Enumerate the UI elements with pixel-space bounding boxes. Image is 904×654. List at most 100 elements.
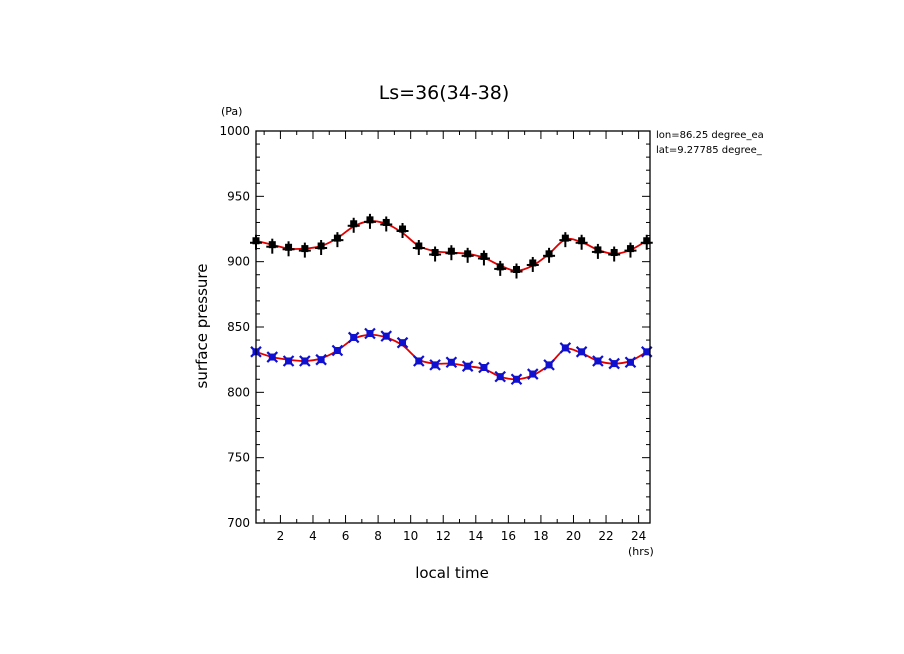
data-point-lower bbox=[429, 359, 441, 371]
data-point-lower bbox=[608, 357, 620, 370]
x-tick-label: 14 bbox=[468, 529, 483, 543]
fit-line-lower bbox=[255, 333, 648, 381]
data-point-cross-b bbox=[331, 344, 344, 357]
x-tick-label: 4 bbox=[309, 529, 317, 543]
data-point-upper bbox=[347, 217, 360, 233]
data-point-upper bbox=[363, 213, 376, 229]
data-point-lower bbox=[510, 373, 523, 386]
x-tick-label: 24 bbox=[631, 529, 646, 543]
data-point-upper bbox=[510, 263, 523, 279]
data-point-cross-b bbox=[608, 357, 620, 370]
data-point-upper bbox=[624, 242, 637, 258]
data-point-cross-b bbox=[396, 336, 409, 349]
data-point-lower bbox=[396, 336, 409, 349]
y-tick-label: 700 bbox=[227, 516, 250, 530]
x-tick-label: 2 bbox=[277, 529, 285, 543]
data-point-lower bbox=[347, 331, 360, 344]
data-point-cross-b bbox=[282, 355, 295, 367]
y-tick-label: 900 bbox=[227, 255, 250, 269]
data-point-upper bbox=[412, 239, 425, 255]
data-point-lower bbox=[299, 355, 311, 367]
data-point-lower bbox=[315, 353, 327, 366]
x-tick-label: 20 bbox=[566, 529, 581, 543]
data-point-lower bbox=[624, 356, 637, 369]
data-point-upper bbox=[282, 241, 295, 257]
data-point-upper bbox=[575, 234, 588, 250]
axis-ticks: 2 4 6 8 10 12 14 16 18 20 22 2470075080085090095010… bbox=[219, 124, 650, 543]
data-point-cross-b bbox=[380, 330, 393, 342]
x-tick-label: 16 bbox=[501, 529, 516, 543]
data-point-lower bbox=[478, 361, 490, 374]
y-tick-label: 1000 bbox=[219, 124, 250, 138]
y-axis-unit: (Pa) bbox=[221, 105, 242, 118]
data-point-cross-b bbox=[478, 361, 490, 374]
data-point-upper bbox=[396, 223, 409, 238]
data-point-cross-b bbox=[510, 373, 523, 386]
y-tick-label: 950 bbox=[227, 189, 250, 203]
data-point-upper bbox=[429, 246, 442, 262]
data-point-upper bbox=[461, 247, 474, 263]
data-point-upper bbox=[494, 260, 507, 276]
data-point-lower bbox=[559, 342, 572, 354]
data-point-upper bbox=[298, 242, 311, 258]
data-point-cross-b bbox=[559, 342, 572, 354]
data-point-lower bbox=[543, 359, 555, 371]
data-point-cross-b bbox=[445, 356, 458, 369]
data-point-lower bbox=[445, 356, 458, 369]
plot-frame bbox=[255, 130, 651, 524]
x-tick-label: 18 bbox=[533, 529, 548, 543]
data-point-upper bbox=[526, 256, 539, 272]
data-point-lower bbox=[575, 346, 588, 358]
data-point-lower bbox=[494, 370, 506, 383]
fit-curves bbox=[255, 220, 648, 381]
x-axis-label: local time bbox=[415, 564, 489, 582]
data-point-cross-b bbox=[592, 355, 604, 367]
data-point-upper bbox=[591, 243, 604, 259]
data-point-upper bbox=[266, 238, 279, 254]
data-markers bbox=[250, 213, 653, 386]
data-point-cross-b bbox=[575, 346, 588, 358]
data-point-lower bbox=[461, 360, 474, 372]
data-point-upper bbox=[315, 239, 328, 255]
chart-title: Ls=36(34-38) bbox=[379, 82, 510, 104]
data-point-upper bbox=[543, 247, 556, 263]
data-point-lower bbox=[526, 368, 539, 380]
data-point-lower bbox=[413, 355, 425, 367]
data-point-cross-b bbox=[347, 331, 360, 344]
data-point-cross-b bbox=[299, 355, 311, 367]
x-tick-label: 10 bbox=[403, 529, 418, 543]
x-tick-label: 8 bbox=[374, 529, 382, 543]
x-tick-label: 6 bbox=[342, 529, 350, 543]
data-point-cross-b bbox=[526, 368, 539, 380]
x-axis-unit: (hrs) bbox=[628, 545, 654, 558]
y-tick-label: 850 bbox=[227, 320, 250, 334]
data-point-cross-b bbox=[429, 359, 441, 371]
data-point-cross-b bbox=[543, 359, 555, 371]
data-point-upper bbox=[380, 216, 393, 232]
data-point-cross-b bbox=[413, 355, 425, 367]
y-tick-label: 800 bbox=[227, 385, 250, 399]
data-point-upper bbox=[331, 232, 344, 248]
data-point-cross-b bbox=[364, 327, 376, 340]
x-tick-label: 12 bbox=[436, 529, 451, 543]
data-point-upper bbox=[559, 232, 572, 248]
data-point-cross-b bbox=[461, 360, 474, 372]
data-point-cross-b bbox=[315, 353, 327, 366]
data-point-upper bbox=[608, 246, 621, 262]
x-tick-label: 22 bbox=[598, 529, 613, 543]
data-point-lower bbox=[331, 344, 344, 357]
data-point-cross-b bbox=[494, 370, 506, 383]
info-line-lon: lon=86.25 degree_ea bbox=[656, 130, 764, 141]
y-tick-label: 750 bbox=[227, 451, 250, 465]
data-point-upper bbox=[445, 245, 458, 261]
info-line-lat: lat=9.27785 degree_ bbox=[656, 145, 763, 156]
data-point-lower bbox=[266, 351, 279, 363]
data-point-upper bbox=[477, 250, 490, 266]
data-point-lower bbox=[380, 330, 393, 342]
data-point-lower bbox=[592, 355, 604, 367]
data-point-cross-b bbox=[624, 356, 637, 369]
data-point-cross-b bbox=[266, 351, 279, 363]
y-axis-label: surface pressure bbox=[193, 264, 211, 389]
data-point-lower bbox=[282, 355, 295, 367]
